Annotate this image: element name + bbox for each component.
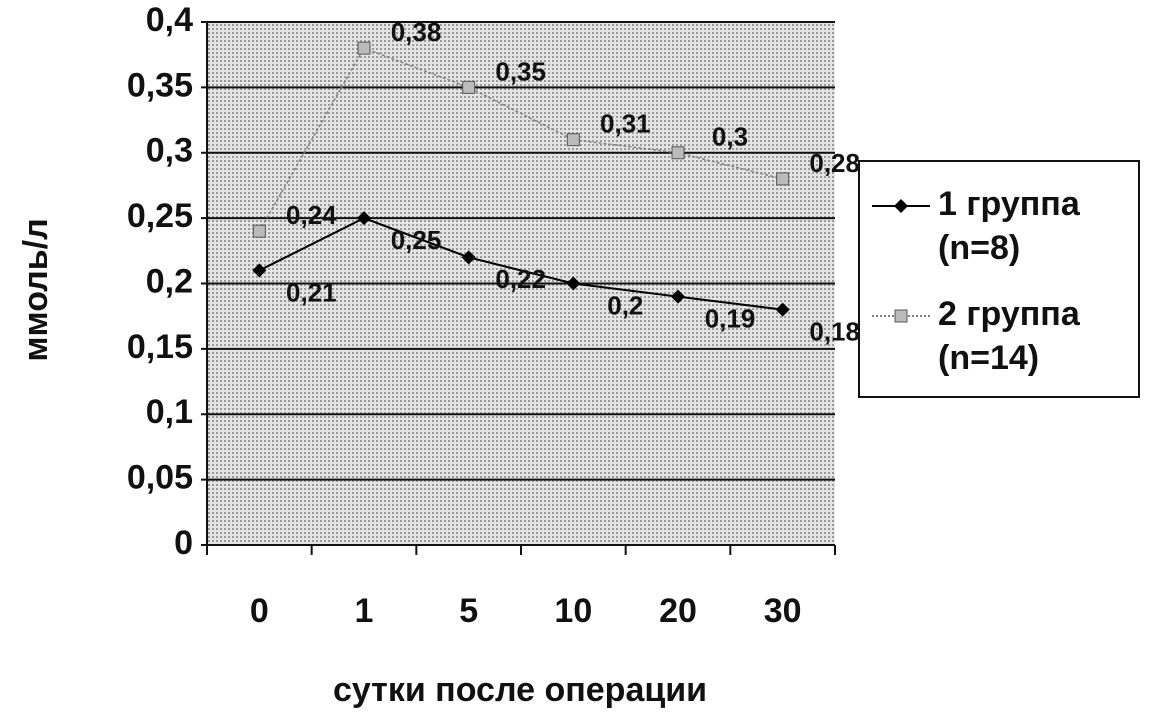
y-tick-label: 0,3 bbox=[146, 132, 193, 170]
x-tick-label: 30 bbox=[764, 592, 802, 630]
x-tick-label: 20 bbox=[659, 592, 697, 630]
marker bbox=[672, 147, 684, 159]
data-label: 0,3 bbox=[712, 122, 748, 152]
legend-keys bbox=[860, 162, 940, 400]
data-label: 0,2 bbox=[607, 290, 643, 320]
y-tick-label: 0,35 bbox=[127, 66, 193, 104]
data-label: 0,28 bbox=[809, 148, 860, 178]
y-tick-label: 0 bbox=[174, 524, 193, 562]
marker bbox=[358, 42, 370, 54]
y-tick-label: 0,4 bbox=[146, 1, 193, 39]
y-tick-label: 0,05 bbox=[127, 459, 193, 497]
data-label: 0,18 bbox=[809, 317, 860, 347]
x-tick-label: 0 bbox=[250, 592, 269, 630]
marker bbox=[777, 173, 789, 185]
data-label: 0,22 bbox=[495, 264, 546, 294]
legend-marker bbox=[895, 310, 907, 322]
legend-marker bbox=[894, 199, 908, 213]
legend: 1 группа (n=8) 2 группа (n=14) bbox=[858, 160, 1140, 398]
data-label: 0,24 bbox=[286, 200, 337, 230]
marker bbox=[463, 81, 475, 93]
marker bbox=[253, 225, 265, 237]
y-tick-label: 0,25 bbox=[127, 197, 193, 235]
y-tick-label: 0,2 bbox=[146, 262, 193, 300]
x-tick-label: 5 bbox=[459, 592, 478, 630]
data-label: 0,31 bbox=[600, 109, 651, 139]
page: {"chart_data": {"type": "line", "x_label… bbox=[0, 0, 1155, 723]
x-tick-label: 1 bbox=[355, 592, 374, 630]
marker bbox=[567, 134, 579, 146]
data-label: 0,35 bbox=[495, 56, 546, 86]
data-label: 0,25 bbox=[391, 225, 442, 255]
data-label: 0,38 bbox=[391, 17, 442, 47]
y-tick-label: 0,1 bbox=[146, 393, 193, 431]
x-axis-title: сутки после операции bbox=[333, 671, 707, 709]
legend-label: 2 группа (n=14) bbox=[938, 292, 1138, 380]
y-axis-title: ммоль/л bbox=[17, 218, 55, 361]
data-label: 0,21 bbox=[286, 277, 337, 307]
y-tick-label: 0,15 bbox=[127, 328, 193, 366]
x-tick-label: 10 bbox=[554, 592, 592, 630]
legend-label: 1 группа (n=8) bbox=[938, 182, 1138, 270]
data-label: 0,19 bbox=[705, 303, 756, 333]
